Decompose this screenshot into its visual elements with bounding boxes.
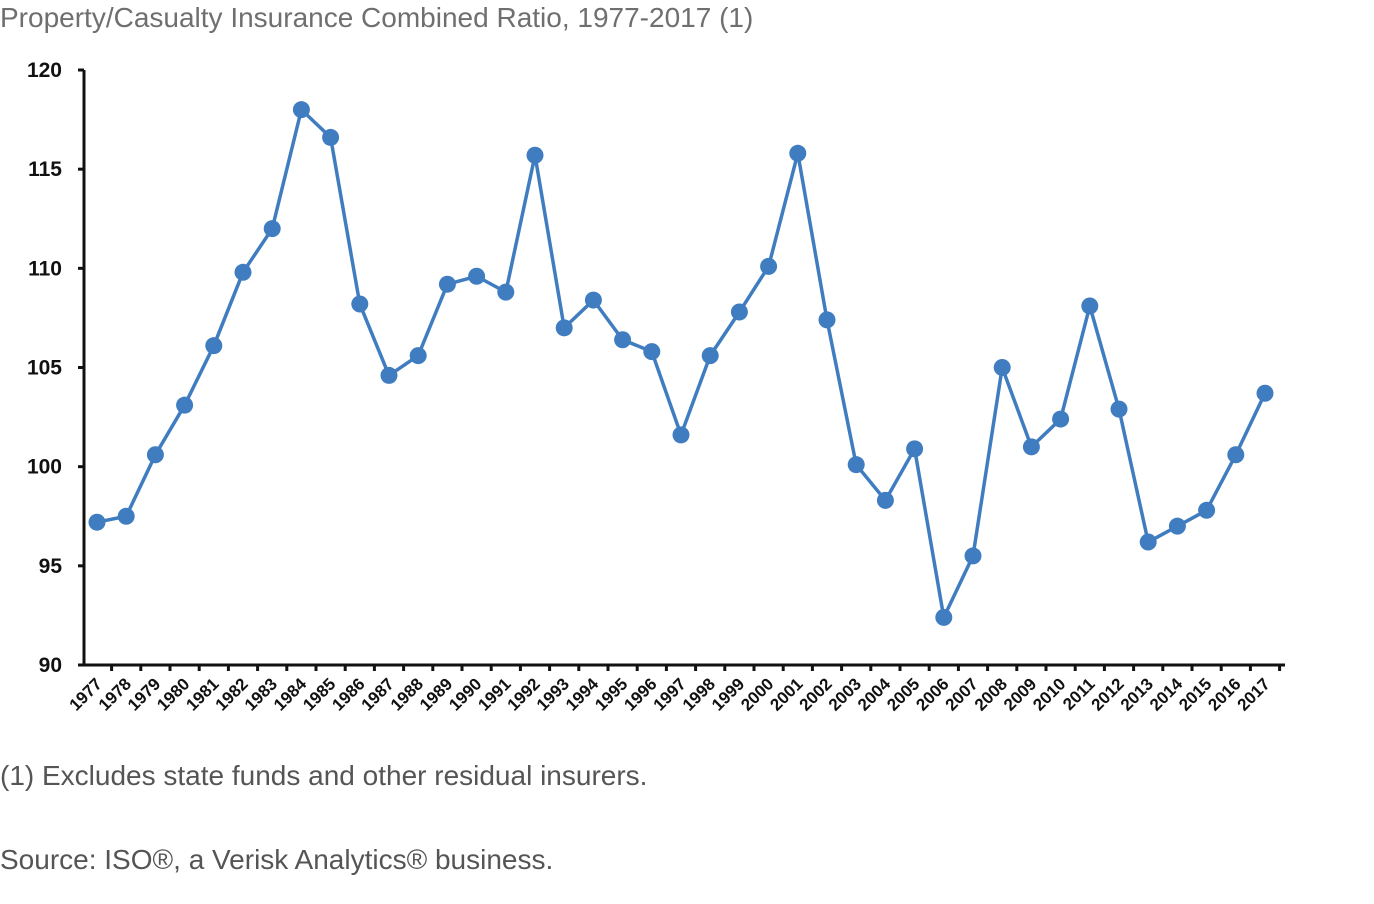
x-tick-label: 1984 <box>270 674 311 715</box>
y-tick-label: 95 <box>39 555 63 578</box>
x-tick-label: 2009 <box>1000 674 1040 714</box>
x-tick-label: 1992 <box>504 674 544 714</box>
x-tick-label: 1985 <box>299 674 339 714</box>
x-tick-label: 2002 <box>796 674 836 714</box>
data-point <box>146 446 164 464</box>
x-tick-label: 1991 <box>474 674 514 714</box>
data-point <box>1198 501 1216 519</box>
data-point <box>468 267 486 285</box>
x-tick-label: 1986 <box>328 674 368 714</box>
x-tick-label: 1998 <box>679 674 719 714</box>
data-point <box>1139 533 1157 551</box>
data-point <box>643 343 661 361</box>
data-point <box>234 263 252 281</box>
x-tick-label: 1989 <box>416 674 456 714</box>
x-tick-label: 1994 <box>562 674 603 715</box>
x-tick-label: 2011 <box>1059 674 1099 714</box>
data-point <box>906 440 924 458</box>
data-point <box>438 275 456 293</box>
x-tick-label: 1987 <box>358 674 398 714</box>
data-point <box>672 426 690 444</box>
x-tick-label: 2015 <box>1175 674 1215 714</box>
data-point <box>964 547 982 565</box>
y-axis: 90 95 100 105 110 115 120 <box>27 59 86 677</box>
data-point <box>1256 384 1274 402</box>
data-point <box>1022 438 1040 456</box>
data-point <box>176 396 194 414</box>
data-point <box>847 456 865 474</box>
data-point <box>322 128 340 146</box>
x-tick-label: 2008 <box>971 674 1011 714</box>
data-point <box>205 337 223 355</box>
data-point <box>614 331 632 349</box>
x-tick-label: 1982 <box>212 674 252 714</box>
series-line <box>96 107 1267 620</box>
data-point <box>730 303 748 321</box>
x-tick-label: 2003 <box>825 674 865 714</box>
y-tick-label: 105 <box>27 357 62 380</box>
x-tick-label: 2017 <box>1234 674 1274 714</box>
x-axis: 1977197819791980198119821983198419851986… <box>66 663 1285 715</box>
data-point <box>935 608 953 626</box>
x-tick-label: 1996 <box>620 674 660 714</box>
x-tick-label: 1988 <box>387 674 427 714</box>
data-point <box>1110 400 1128 418</box>
y-tick-label: 120 <box>27 59 62 82</box>
data-point <box>351 295 369 313</box>
x-tick-label: 1978 <box>95 674 135 714</box>
data-point <box>263 220 281 238</box>
x-tick-label: 2006 <box>912 674 952 714</box>
x-tick-label: 2016 <box>1204 674 1244 714</box>
x-tick-label: 1980 <box>153 674 193 714</box>
y-tick-label: 90 <box>39 654 62 677</box>
x-tick-label: 2005 <box>883 674 923 714</box>
x-tick-label: 1979 <box>124 674 164 714</box>
source-note: Source: ISO®, a Verisk Analytics® busine… <box>0 844 554 875</box>
x-tick-label: 2000 <box>737 674 777 714</box>
data-point <box>1052 410 1070 428</box>
data-point <box>88 513 106 531</box>
data-point <box>1081 297 1099 315</box>
data-point <box>818 311 836 329</box>
data-point <box>497 283 515 301</box>
x-tick-label: 2012 <box>1088 674 1128 714</box>
data-point <box>1168 517 1186 535</box>
x-tick-label: 1990 <box>445 674 485 714</box>
data-point <box>789 144 807 162</box>
x-tick-label: 2010 <box>1029 674 1069 714</box>
footnote: (1) Excludes state funds and other resid… <box>0 760 648 791</box>
y-tick-label: 100 <box>27 456 62 479</box>
x-tick-label: 1983 <box>241 674 281 714</box>
x-tick-label: 1977 <box>66 674 106 714</box>
x-tick-label: 1981 <box>182 674 222 714</box>
x-tick-label: 1993 <box>533 674 573 714</box>
data-point <box>555 319 573 337</box>
y-tick-label: 115 <box>28 158 62 181</box>
x-tick-label: 2007 <box>942 674 982 714</box>
data-point <box>292 101 310 119</box>
x-tick-label: 1995 <box>591 674 631 714</box>
y-tick-label: 110 <box>28 257 62 280</box>
data-point <box>1227 446 1245 464</box>
data-point <box>584 291 602 309</box>
line-chart: 90 95 100 105 110 115 120 19771978197919801981… <box>27 59 1285 715</box>
data-point <box>993 359 1011 376</box>
series <box>88 101 1274 626</box>
data-point <box>701 347 719 365</box>
x-tick-label: 1997 <box>650 674 690 714</box>
x-tick-label: 2013 <box>1117 674 1157 714</box>
x-tick-label: 2014 <box>1146 674 1187 715</box>
data-point <box>526 146 544 164</box>
x-tick-label: 2001 <box>766 674 806 714</box>
x-tick-label: 1999 <box>708 674 748 714</box>
data-point <box>380 366 398 384</box>
data-point <box>409 347 427 365</box>
chart-title: Property/Casualty Insurance Combined Rat… <box>0 2 754 33</box>
x-tick-label: 2004 <box>854 674 895 715</box>
data-point <box>117 507 135 525</box>
data-point <box>760 257 778 275</box>
data-point <box>876 491 894 509</box>
